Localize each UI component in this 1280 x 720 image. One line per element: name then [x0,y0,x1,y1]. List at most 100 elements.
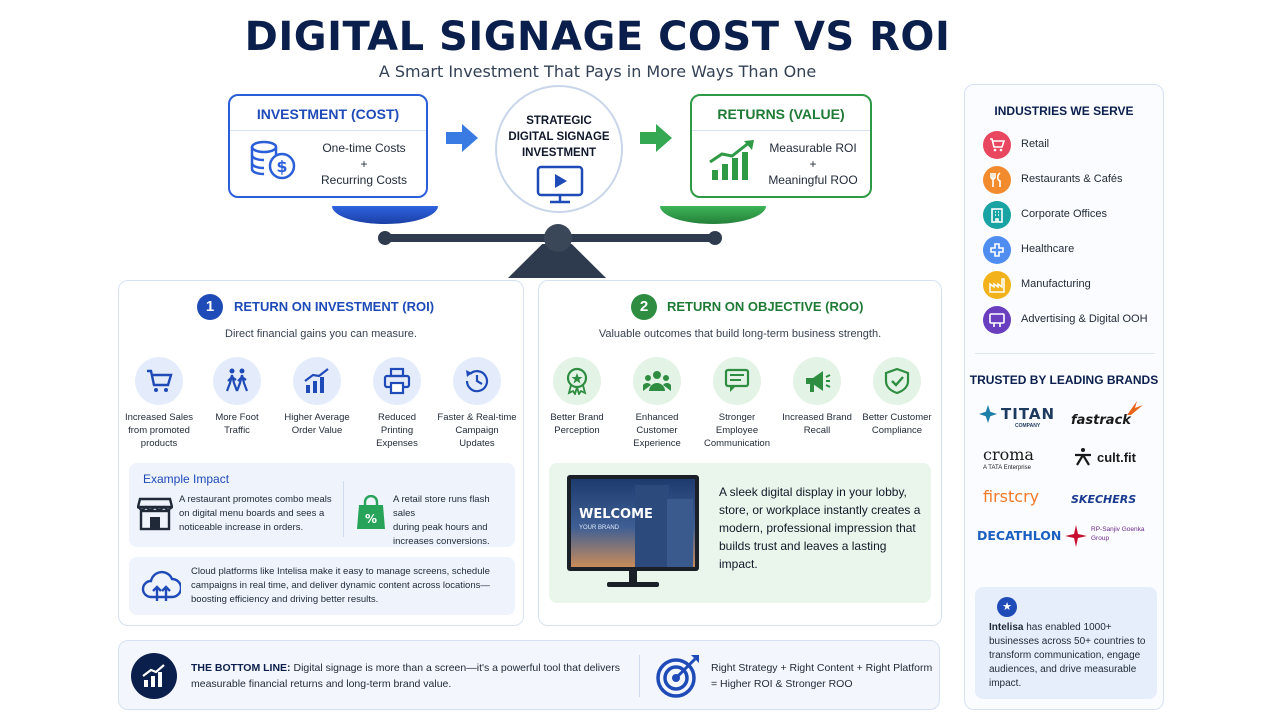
walking-people-icon [225,368,249,392]
divider [639,655,640,697]
example-title: Example Impact [143,472,230,486]
fastrack-logo: fastrack [1071,401,1159,433]
formula-line1: Right Strategy + Right Content + Right P… [711,662,933,674]
example-left-text: A restaurant promotes combo meals on dig… [179,493,339,535]
feature-label: Stronger Employee [715,412,759,436]
trend-up-icon [142,664,165,687]
roo-feature: Stronger Employee Communication [697,357,777,450]
brand-name: RP-Sanjiv Goenka [1091,526,1145,533]
arrow-right-icon [640,124,672,152]
welcome-subtext: YOUR BRAND [579,525,620,531]
feature-label: Recall [803,425,831,436]
brand-sub: COMPANY [1015,423,1041,429]
feature-label: Faster & Real-time [437,412,517,423]
divider [230,130,426,131]
feature-label: Reduced [377,412,417,423]
coins-dollar-icon: $ [250,140,296,180]
industry-item-restaurants: Restaurants & Cafés [983,166,1161,194]
roo-number-badge: 2 [631,294,657,320]
feature-label: Expenses [376,438,418,449]
cloud-line: boosting efficiency and driving better r… [191,594,379,605]
roi-panel: 1 RETURN ON INVESTMENT (ROI) Direct fina… [118,280,524,626]
skechers-logo: SKECHERS [1071,489,1159,521]
office-building-icon [991,208,1003,223]
brand-name: croma [983,445,1034,464]
returns-value-box: RETURNS (VALUE) Measurable ROI + Meaning… [690,94,872,198]
target-arrow-icon [656,655,699,698]
shield-check-icon [884,367,910,395]
chat-message-icon [724,368,750,392]
utensils-icon [990,172,1001,187]
feature-label: Compliance [871,425,923,436]
roi-feature: Increased Sales from promoted products [119,357,199,450]
scale-pan-right [660,206,766,224]
feature-label: Experience [633,438,681,449]
roo-feature: Better Customer Compliance [857,357,937,437]
page-title: DIGITAL SIGNAGE COST VS ROI [244,14,951,60]
feature-label: Higher Average [284,412,350,423]
shopping-cart-icon [147,369,173,392]
storefront-icon [137,497,173,531]
rpsg-logo: RP-Sanjiv Goenka Group [1065,523,1153,555]
brand-name: cult.fit [1097,450,1136,465]
investment-line1: One-time Costs [322,141,406,155]
industry-item-advertising: Advertising & Digital OOH [983,306,1161,334]
investment-line2: Recurring Costs [320,173,408,187]
center-text: STRATEGIC DIGITAL SIGNAGE INVESTMENT [497,113,621,161]
roi-feature: Reduced Printing Expenses [357,357,437,450]
industry-item-retail: Retail [983,131,1161,159]
bottom-line-label: THE BOTTOM LINE: [191,662,291,674]
industry-label: Corporate Offices [1021,208,1108,220]
returns-line1: Measurable ROI [769,141,857,155]
brand-sub: A TATA Enterprise [983,465,1031,471]
industries-title: INDUSTRIES WE SERVE [994,104,1134,118]
scale-pan-left [332,206,438,224]
feature-label: Campaign [455,425,499,436]
monitor-stand [629,571,637,583]
cloud-upload-icon [141,570,181,601]
industry-item-manufacturing: Manufacturing [983,271,1161,299]
roi-description: Direct financial gains you can measure. [225,328,417,340]
titan-mark-icon [979,405,997,423]
feature-label: Increased Sales [124,412,194,423]
monitor-foot [607,582,659,587]
example-line: A retail store runs flash sales [393,494,490,519]
investment-cost-box: INVESTMENT (COST) $ One-time Costs + Rec… [228,94,428,198]
fastrack-flame-icon [1127,401,1143,415]
monitor-play-icon [536,165,584,204]
cloud-line: Cloud platforms like Intelisa make it ea… [191,566,490,577]
brand-name: SKECHERS [1071,493,1137,506]
formula-text: Right Strategy + Right Content + Right P… [711,660,937,692]
croma-logo: croma A TATA Enterprise [983,445,1071,477]
cloud-platform-text: Cloud platforms like Intelisa make it ea… [191,565,507,607]
feature-label: Better Brand [550,412,604,423]
industry-label: Retail [1021,138,1050,150]
roi-title: RETURN ON INVESTMENT (ROI) [234,299,435,314]
firstcry-logo: firstcry [983,485,1071,517]
scale-beam-end [378,231,392,245]
feature-label: Printing [380,425,414,436]
brand-name: DECATHLON [977,528,1062,543]
feature-label: Perception [554,425,600,436]
clock-refresh-icon [465,370,489,393]
feature-label: Order Value [291,425,343,436]
stat-brand: Intelisa [989,622,1024,633]
divider [975,353,1155,354]
cultfit-logo: cult.fit [1073,445,1161,477]
stat-text: has enabled 1000+ businesses across 50+ … [989,622,1146,689]
returns-title: RETURNS (VALUE) [717,106,845,122]
sidebar: INDUSTRIES WE SERVE Retail Restaurants &… [964,84,1164,710]
welcome-text: WELCOME [579,507,653,522]
rpsg-star-icon [1065,525,1087,547]
brand-name: fastrack [1071,413,1131,428]
feature-label: Better Customer [862,412,932,423]
feature-label: Updates [459,438,495,449]
discount-bag-icon: % [357,495,385,529]
example-right-text: A retail store runs flash sales during p… [393,493,513,549]
arrow-right-icon [446,124,478,152]
roo-feature: Enhanced Customer Experience [617,357,697,450]
center-line2: DIGITAL SIGNAGE [508,131,610,143]
center-line3: INVESTMENT [521,147,597,159]
titan-logo: TITAN COMPANY [979,403,1067,435]
industry-label: Healthcare [1021,243,1075,255]
